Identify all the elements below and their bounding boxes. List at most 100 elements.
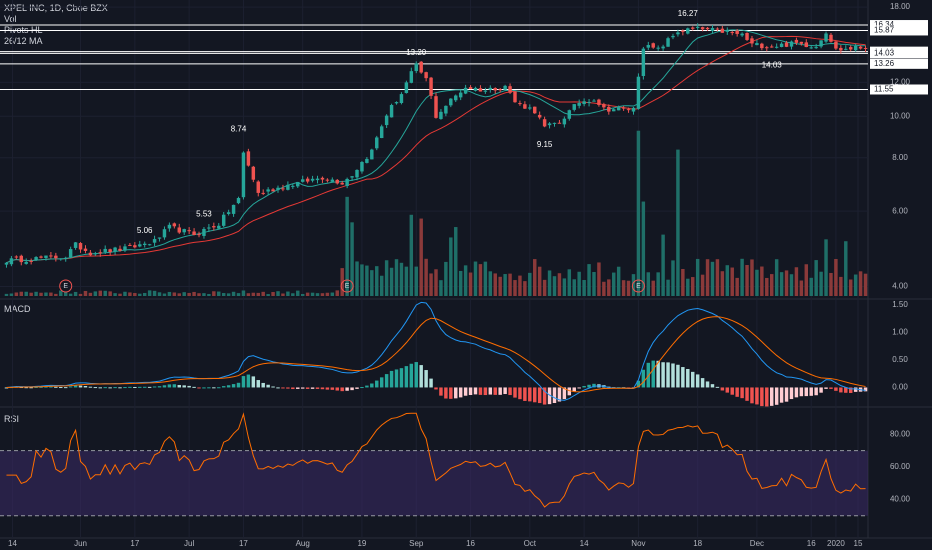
- volume-bar: [686, 278, 690, 296]
- macd-histogram-bar: [409, 363, 414, 388]
- candle-body: [458, 92, 463, 98]
- macd-histogram-bar: [88, 386, 93, 388]
- volume-bar: [651, 280, 655, 296]
- macd-histogram-bar: [78, 385, 83, 388]
- macd-histogram-bar: [498, 387, 502, 395]
- macd-histogram-bar: [212, 387, 216, 389]
- candle-body: [221, 214, 226, 226]
- volume-bar: [676, 149, 680, 296]
- macd-histogram-bar: [774, 387, 779, 405]
- macd-histogram-bar: [138, 386, 142, 388]
- price-tick-label: 8.00: [892, 153, 908, 162]
- volume-bar: [789, 274, 794, 296]
- volume-bar: [118, 293, 122, 296]
- macd-histogram-bar: [73, 385, 78, 388]
- volume-bar: [760, 266, 764, 296]
- volume-bar: [809, 277, 813, 296]
- macd-histogram-bar: [266, 384, 270, 388]
- macd-histogram-bar: [44, 386, 48, 388]
- volume-bar: [844, 241, 848, 296]
- volume-bar: [503, 274, 507, 296]
- candle-body: [133, 245, 137, 248]
- macd-histogram-bar: [113, 387, 117, 389]
- macd-histogram-bar: [779, 387, 784, 403]
- candle-body: [217, 225, 221, 229]
- volume-bar: [799, 280, 804, 296]
- volume-bar: [641, 201, 646, 296]
- x-tick-label: Aug: [296, 539, 310, 548]
- candle-body: [335, 179, 339, 184]
- volume-bar: [784, 270, 789, 296]
- volume-bar: [172, 292, 177, 296]
- candle-body: [463, 87, 468, 94]
- volume-bar: [829, 272, 833, 296]
- candle-body: [63, 257, 68, 259]
- x-tick-label: 18: [693, 539, 702, 548]
- macd-histogram-bar: [661, 362, 665, 388]
- volume-bar: [375, 266, 379, 296]
- volume-bar: [779, 272, 784, 296]
- rsi-label: RSI: [4, 414, 20, 424]
- volume-bar: [646, 272, 651, 296]
- volume-bar: [695, 258, 700, 296]
- macd-histogram-bar: [236, 382, 241, 388]
- macd-histogram-bar: [824, 387, 828, 389]
- level-badge: [870, 25, 928, 36]
- vol-label: Vol: [4, 14, 17, 24]
- candle-body: [394, 102, 399, 104]
- volume-bar: [612, 272, 616, 296]
- volume-bar: [616, 266, 621, 296]
- candle-body: [172, 223, 177, 227]
- macd-histogram-bar: [863, 387, 868, 392]
- volume-bar: [848, 279, 853, 296]
- volume-bar: [296, 290, 300, 296]
- macd-histogram-bar: [592, 383, 596, 388]
- volume-bar: [241, 290, 246, 296]
- macd-histogram-bar: [39, 386, 43, 388]
- candle-body: [542, 119, 547, 127]
- volume-bar: [217, 291, 221, 296]
- macd-histogram-bar: [681, 367, 685, 388]
- volume-bar: [804, 264, 809, 296]
- candle-body: [34, 257, 38, 260]
- macd-histogram-bar: [750, 387, 754, 404]
- macd-histogram-bar: [241, 376, 246, 388]
- candle-body: [14, 256, 19, 258]
- price-tick-label: 18.00: [890, 2, 911, 11]
- candle-body: [765, 47, 769, 49]
- macd-histogram-bar: [478, 387, 483, 395]
- volume-bar: [572, 279, 576, 296]
- volume-bar: [607, 279, 611, 296]
- macd-histogram-bar: [429, 378, 433, 388]
- candle-body: [246, 151, 251, 166]
- volume-bar: [167, 291, 172, 296]
- candle-body: [24, 261, 28, 264]
- volume-bar: [24, 291, 28, 296]
- candle-body: [547, 123, 552, 126]
- candle-body: [695, 26, 700, 28]
- volume-bar: [853, 274, 858, 296]
- macd-histogram-bar: [730, 387, 734, 395]
- pivot-label: 5.53: [196, 209, 212, 218]
- candle-body: [839, 47, 843, 51]
- macd-histogram-bar: [404, 366, 409, 388]
- candle-body: [241, 152, 246, 198]
- macd-histogram-bar: [360, 387, 364, 389]
- candle-body: [281, 188, 285, 190]
- signal-line: [6, 316, 866, 393]
- macd-histogram-bar: [152, 386, 157, 388]
- candle-body: [434, 96, 438, 118]
- macd-tick-label: 1.00: [892, 327, 908, 336]
- candle-body: [409, 71, 414, 83]
- macd-histogram-bar: [128, 386, 132, 388]
- candle-body: [345, 178, 349, 186]
- candle-body: [157, 237, 162, 239]
- volume-bar: [513, 280, 517, 296]
- volume-bar: [730, 267, 734, 296]
- macd-histogram-bar: [473, 387, 478, 395]
- x-tick-label: 15: [854, 539, 863, 548]
- volume-bar: [626, 280, 631, 296]
- macd-histogram-bar: [4, 387, 9, 389]
- candle-body: [844, 48, 848, 50]
- volume-bar: [735, 277, 739, 296]
